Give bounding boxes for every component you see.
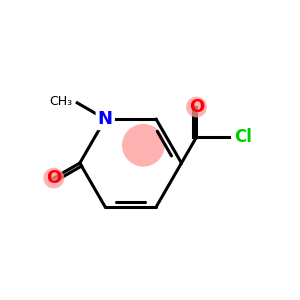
Text: O: O [189,98,204,116]
Circle shape [44,168,64,188]
Circle shape [186,97,207,117]
Text: N: N [98,110,113,128]
Text: O: O [46,169,62,187]
Text: Cl: Cl [235,128,253,146]
Circle shape [122,124,165,166]
Text: CH₃: CH₃ [50,95,73,108]
